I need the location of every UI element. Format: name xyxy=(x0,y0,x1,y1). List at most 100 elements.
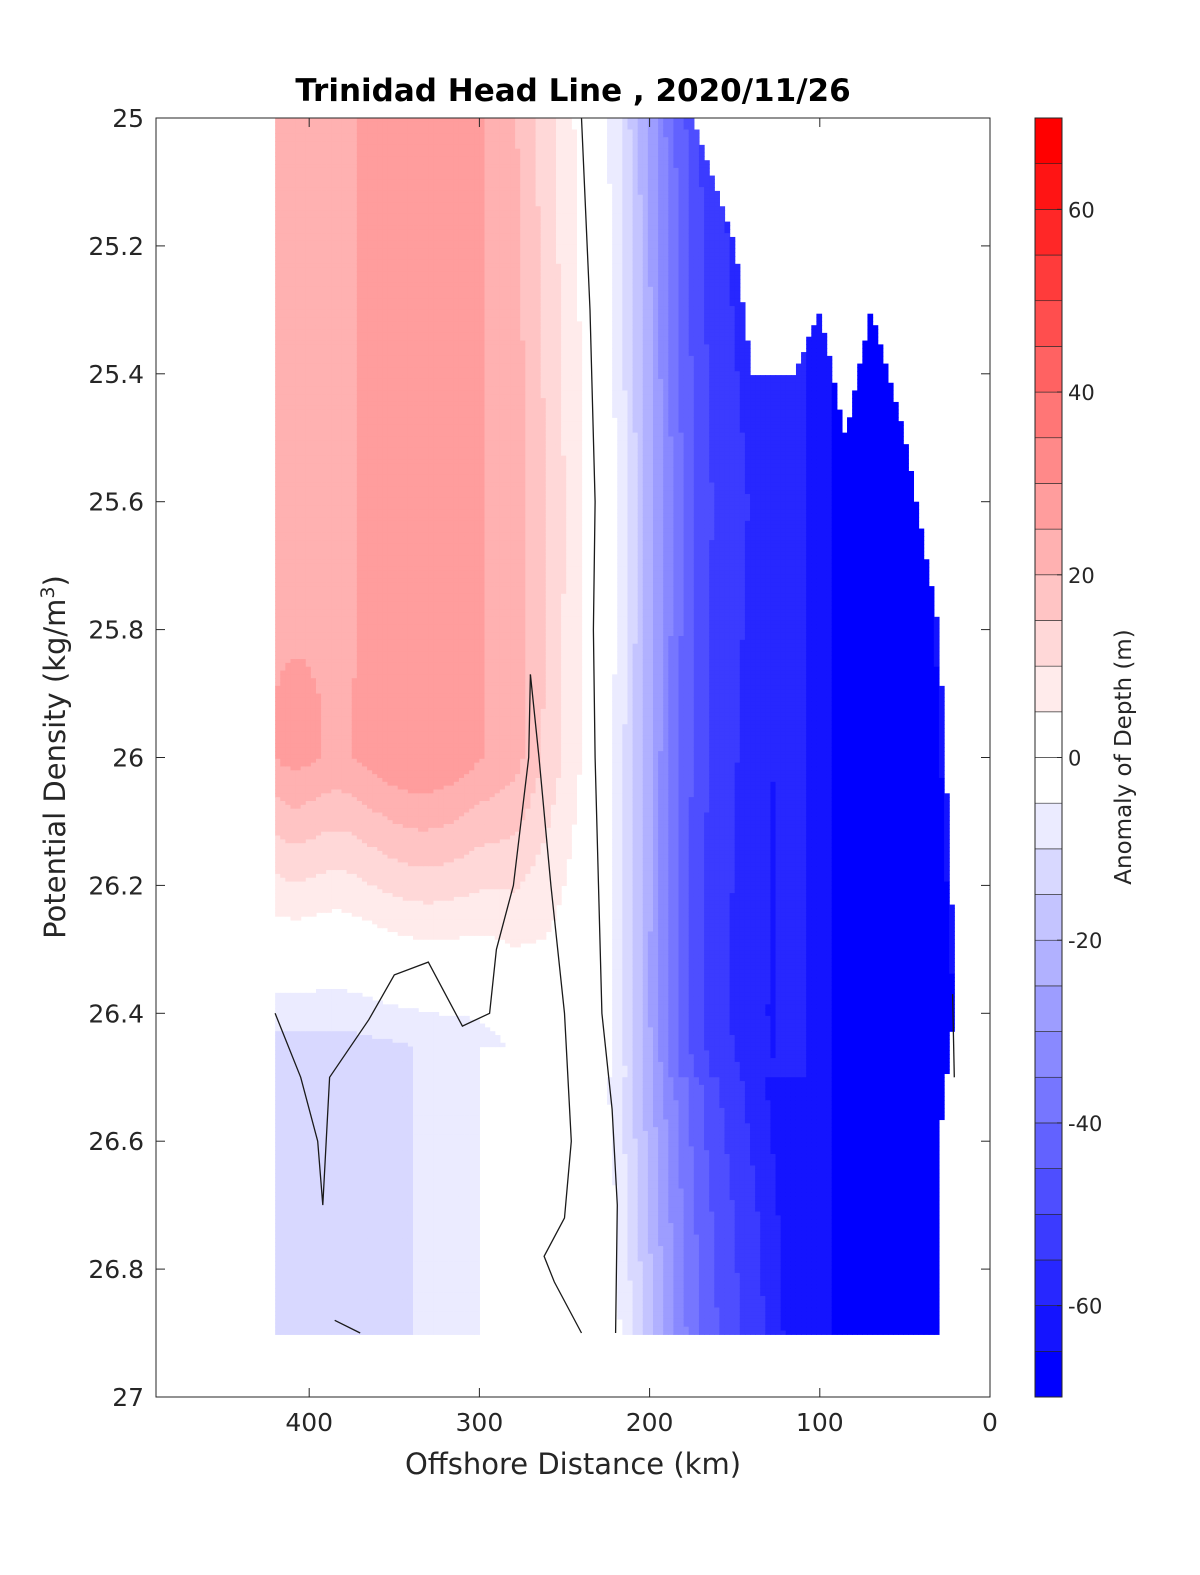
field-cell xyxy=(280,459,286,463)
field-cell xyxy=(290,1177,296,1181)
field-cell xyxy=(280,156,286,160)
field-cell xyxy=(285,1284,291,1288)
field-cell xyxy=(290,364,296,368)
field-cell xyxy=(285,786,291,790)
field-cell xyxy=(290,759,296,763)
field-cell xyxy=(285,1292,291,1296)
field-cell xyxy=(290,1112,296,1116)
field-cell xyxy=(290,720,296,724)
field-cell xyxy=(290,571,296,575)
field-cell xyxy=(285,1135,291,1139)
field-cell xyxy=(290,828,296,832)
field-cell xyxy=(296,222,302,226)
field-cell xyxy=(285,640,291,644)
field-cell xyxy=(285,1085,291,1089)
field-cell xyxy=(290,667,296,671)
field-cell xyxy=(285,479,291,483)
field-cell xyxy=(290,1104,296,1108)
field-cell xyxy=(290,709,296,713)
field-cell xyxy=(275,1177,281,1181)
field-cell xyxy=(275,617,281,621)
field-cell xyxy=(280,199,286,203)
field-cell xyxy=(285,145,291,149)
field-cell xyxy=(280,268,286,272)
field-cell xyxy=(285,674,291,678)
field-cell xyxy=(275,1169,281,1173)
field-cell xyxy=(280,348,286,352)
field-cell xyxy=(296,237,302,241)
field-cell xyxy=(285,248,291,252)
field-cell xyxy=(280,475,286,479)
field-cell xyxy=(285,901,291,905)
field-cell xyxy=(280,801,286,805)
field-cell xyxy=(290,1027,296,1031)
field-cell xyxy=(275,720,281,724)
field-cell xyxy=(275,678,281,682)
field-cell xyxy=(280,724,286,728)
field-cell xyxy=(285,252,291,256)
field-cell xyxy=(280,498,286,502)
field-cell xyxy=(275,897,281,901)
field-cell xyxy=(275,671,281,675)
field-cell xyxy=(290,1254,296,1258)
field-cell xyxy=(290,1219,296,1223)
field-cell xyxy=(290,206,296,210)
field-cell xyxy=(280,321,286,325)
field-cell xyxy=(290,279,296,283)
field-cell xyxy=(290,901,296,905)
field-cell xyxy=(280,1189,286,1193)
field-cell xyxy=(290,774,296,778)
field-cell xyxy=(280,509,286,513)
field-cell xyxy=(290,605,296,609)
field-cell xyxy=(290,782,296,786)
field-cell xyxy=(285,1242,291,1246)
field-cell xyxy=(285,260,291,264)
field-cell xyxy=(275,387,281,391)
field-cell xyxy=(275,176,281,180)
field-cell xyxy=(285,356,291,360)
field-cell xyxy=(280,1284,286,1288)
field-cell xyxy=(275,578,281,582)
field-cell xyxy=(285,425,291,429)
field-cell xyxy=(290,1127,296,1131)
field-cell xyxy=(290,410,296,414)
field-cell xyxy=(280,410,286,414)
field-cell xyxy=(285,1311,291,1315)
field-cell xyxy=(275,202,281,206)
field-cell xyxy=(280,1004,286,1008)
field-cell xyxy=(290,1238,296,1242)
field-cell xyxy=(290,1116,296,1120)
field-cell xyxy=(275,724,281,728)
field-cell xyxy=(280,271,286,275)
field-cell xyxy=(290,1035,296,1039)
field-cell xyxy=(290,628,296,632)
field-cell xyxy=(275,241,281,245)
field-cell xyxy=(290,444,296,448)
field-cell xyxy=(290,648,296,652)
field-cell xyxy=(280,901,286,905)
field-cell xyxy=(280,133,286,137)
field-cell xyxy=(296,264,302,268)
field-cell xyxy=(285,1273,291,1277)
field-cell xyxy=(290,222,296,226)
field-cell xyxy=(285,153,291,157)
field-cell xyxy=(285,621,291,625)
field-cell xyxy=(290,740,296,744)
field-cell xyxy=(280,839,286,843)
field-cell xyxy=(280,836,286,840)
field-cell xyxy=(290,325,296,329)
field-cell xyxy=(280,997,286,1001)
field-cell xyxy=(285,659,291,663)
field-cell xyxy=(275,709,281,713)
field-cell xyxy=(290,1123,296,1127)
field-cell xyxy=(285,598,291,602)
field-cell xyxy=(285,905,291,909)
field-cell xyxy=(285,755,291,759)
field-cell xyxy=(285,686,291,690)
field-cell xyxy=(290,724,296,728)
field-cell xyxy=(280,563,286,567)
field-cell xyxy=(280,609,286,613)
field-cell xyxy=(296,248,302,252)
field-cell xyxy=(275,836,281,840)
field-cell xyxy=(280,874,286,878)
